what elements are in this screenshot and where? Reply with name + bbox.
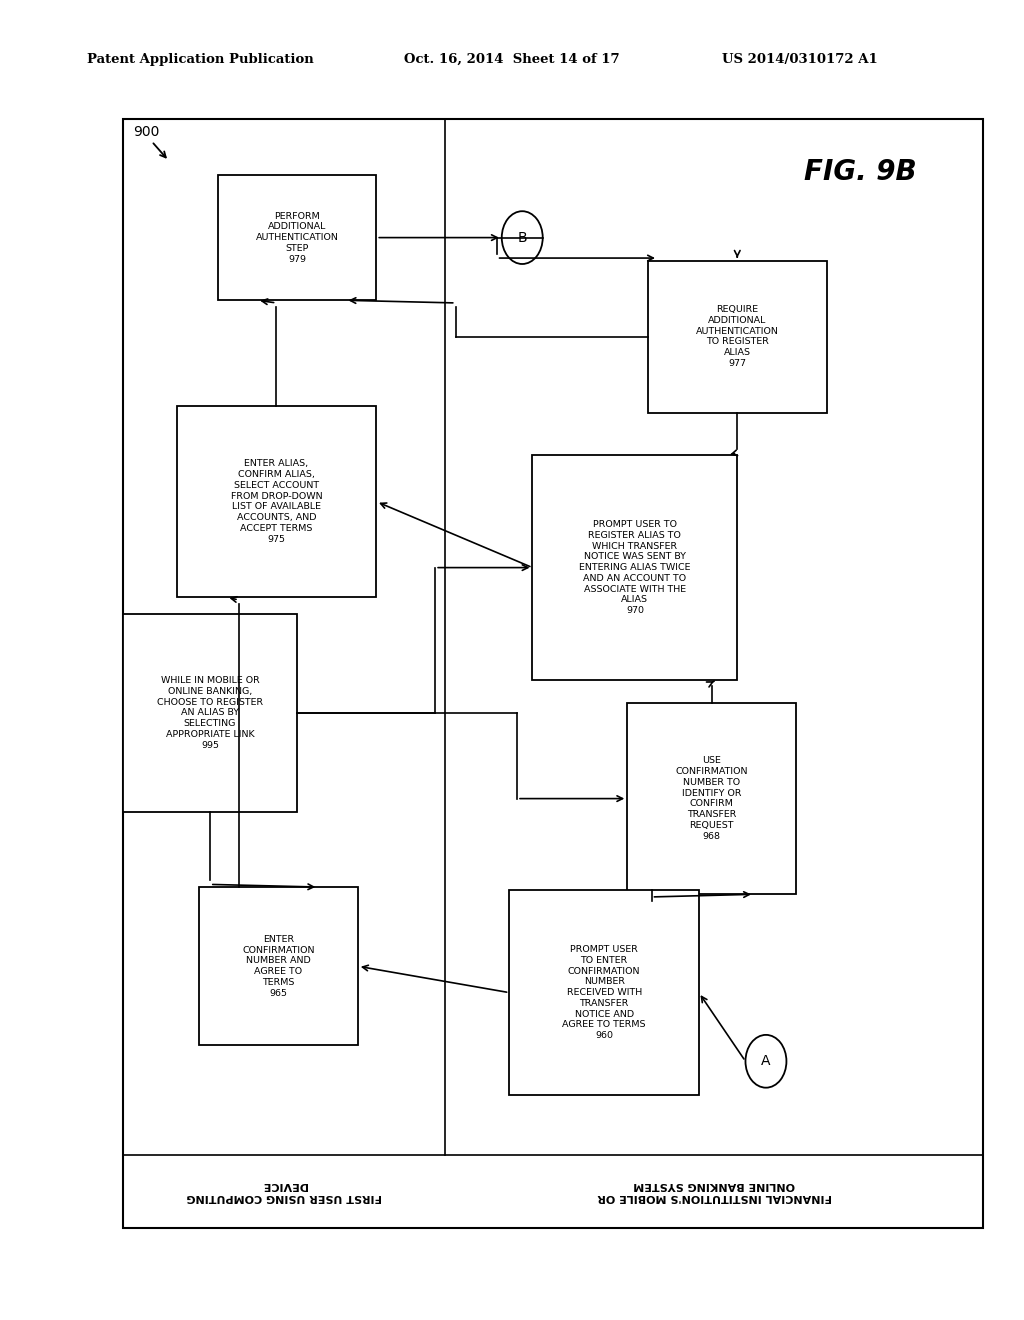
Bar	[509, 891, 698, 1096]
Bar	[123, 614, 297, 812]
Text: 900: 900	[133, 125, 160, 139]
Text: ENTER
CONFIRMATION
NUMBER AND
AGREE TO
TERMS
965: ENTER CONFIRMATION NUMBER AND AGREE TO T…	[243, 935, 314, 998]
Bar	[217, 176, 376, 301]
Circle shape	[502, 211, 543, 264]
Text: PERFORM
ADDITIONAL
AUTHENTICATION
STEP
979: PERFORM ADDITIONAL AUTHENTICATION STEP 9…	[256, 211, 338, 264]
Text: B: B	[517, 231, 527, 244]
Text: REQUIRE
ADDITIONAL
AUTHENTICATION
TO REGISTER
ALIAS
977: REQUIRE ADDITIONAL AUTHENTICATION TO REG…	[696, 305, 778, 368]
Text: Patent Application Publication: Patent Application Publication	[87, 53, 313, 66]
Text: FIG. 9B: FIG. 9B	[804, 157, 916, 186]
Bar	[123, 119, 983, 1228]
Text: USE
CONFIRMATION
NUMBER TO
IDENTIFY OR
CONFIRM
TRANSFER
REQUEST
968: USE CONFIRMATION NUMBER TO IDENTIFY OR C…	[676, 756, 748, 841]
Bar	[199, 887, 358, 1045]
Bar	[177, 407, 377, 597]
Text: WHILE IN MOBILE OR
ONLINE BANKING,
CHOOSE TO REGISTER
AN ALIAS BY
SELECTING
APPR: WHILE IN MOBILE OR ONLINE BANKING, CHOOS…	[157, 676, 263, 750]
Text: A: A	[761, 1055, 771, 1068]
Bar	[627, 702, 797, 895]
Text: PROMPT USER
TO ENTER
CONFIRMATION
NUMBER
RECEIVED WITH
TRANSFER
NOTICE AND
AGREE: PROMPT USER TO ENTER CONFIRMATION NUMBER…	[562, 945, 646, 1040]
Text: PROMPT USER TO
REGISTER ALIAS TO
WHICH TRANSFER
NOTICE WAS SENT BY
ENTERING ALIA: PROMPT USER TO REGISTER ALIAS TO WHICH T…	[580, 520, 690, 615]
Text: Oct. 16, 2014  Sheet 14 of 17: Oct. 16, 2014 Sheet 14 of 17	[404, 53, 621, 66]
Bar	[647, 261, 826, 412]
Text: FINANCIAL INSTITUTION'S MOBILE OR
ONLINE BANKING SYSTEM: FINANCIAL INSTITUTION'S MOBILE OR ONLINE…	[597, 1180, 831, 1203]
Text: US 2014/0310172 A1: US 2014/0310172 A1	[722, 53, 878, 66]
Text: ENTER ALIAS,
CONFIRM ALIAS,
SELECT ACCOUNT
FROM DROP-DOWN
LIST OF AVAILABLE
ACCO: ENTER ALIAS, CONFIRM ALIAS, SELECT ACCOU…	[230, 459, 323, 544]
Text: FIRST USER USING COMPUTING
DEVICE: FIRST USER USING COMPUTING DEVICE	[186, 1180, 382, 1203]
Circle shape	[745, 1035, 786, 1088]
Bar	[532, 455, 737, 680]
